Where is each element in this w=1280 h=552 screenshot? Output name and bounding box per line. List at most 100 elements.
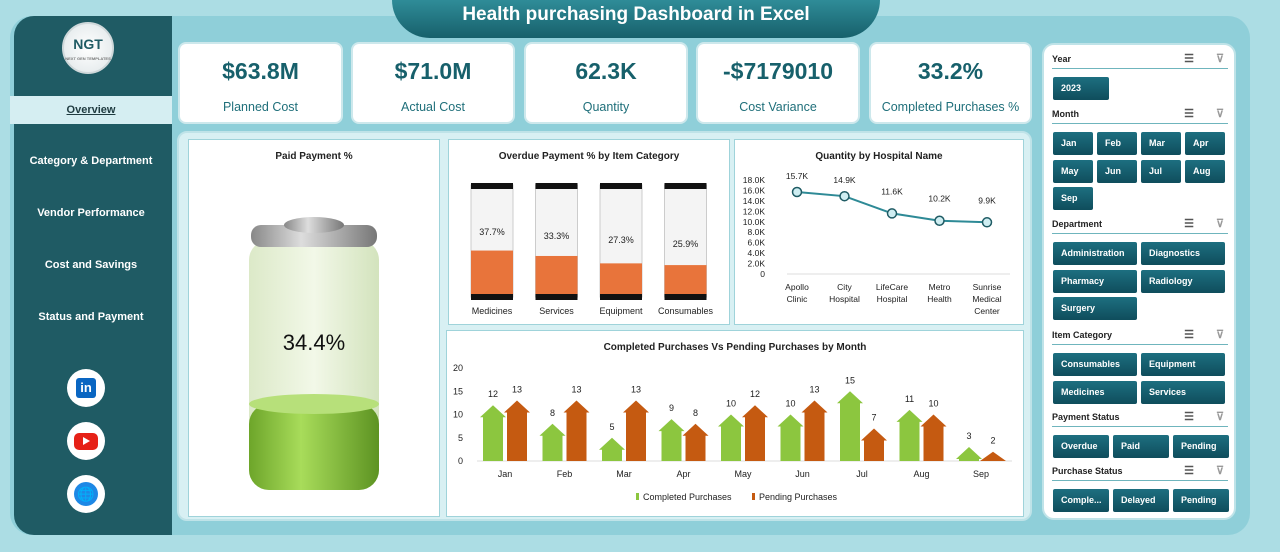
data-label: 5 (609, 422, 614, 432)
completed-arrow (777, 414, 804, 461)
kpi-value: $71.0M (394, 58, 472, 84)
pending-arrow (742, 405, 768, 461)
cylinder-cap (664, 183, 707, 189)
clear-filter-icon[interactable]: ⊽ (1215, 108, 1224, 120)
kpi-value: 62.3K (575, 58, 637, 84)
data-label: 13 (809, 385, 819, 395)
slicer-item-feb[interactable]: Feb (1097, 132, 1137, 155)
purchases-month-card: Completed Purchases Vs Pending Purchases… (446, 330, 1024, 517)
category-label: Apollo (785, 282, 809, 292)
pending-arrow (682, 423, 709, 461)
multi-select-icon[interactable]: ☰ (1184, 218, 1194, 230)
category-label: LifeCare (876, 282, 908, 292)
slicer-item-jun[interactable]: Jun (1097, 159, 1137, 183)
category-label: Equipment (599, 306, 643, 316)
category-label: Jun (795, 469, 810, 479)
slicer-item-medicines[interactable]: Medicines (1053, 380, 1137, 404)
nav-cost-savings[interactable]: Cost and Savings (44, 259, 138, 271)
multi-select-icon[interactable]: ☰ (1184, 53, 1194, 65)
battery-fill (249, 404, 379, 490)
data-label: 3 (966, 431, 971, 441)
clear-filter-icon[interactable]: ⊽ (1215, 218, 1224, 230)
overdue-payment-chart: 37.7% Medicines 33.3% Services 27.3% Equipmen… (470, 183, 714, 316)
slicer-item-comple[interactable]: Comple... (1053, 489, 1109, 512)
y-tick-label: 15 (453, 386, 463, 396)
data-label: 13 (512, 385, 522, 395)
pending-arrow (623, 400, 649, 461)
category-label: Sep (973, 469, 989, 479)
multi-select-icon[interactable]: ☰ (1184, 411, 1194, 423)
slicer-item-overdue[interactable]: Overdue (1053, 435, 1109, 458)
category-label: City (837, 282, 852, 292)
quantity-hospital-card: Quantity by Hospital Name 0 2.0K 4.0K 6.0K 8… (734, 139, 1024, 325)
page-title: Health purchasing Dashboard in Excel (392, 0, 880, 38)
slicer-item-apr[interactable]: Apr (1185, 132, 1225, 155)
pending-arrow (980, 451, 1006, 461)
linkedin-button[interactable]: in (67, 369, 105, 407)
legend-swatch (752, 493, 755, 500)
slicer-item-jan[interactable]: Jan (1053, 132, 1093, 155)
slicer-item-surgery[interactable]: Surgery (1053, 297, 1137, 320)
website-button[interactable]: 🌐 (67, 475, 105, 513)
nav-vendor-performance[interactable]: Vendor Performance (37, 207, 145, 219)
kpi-label: Actual Cost (401, 100, 465, 114)
slicer-item-aug[interactable]: Aug (1185, 159, 1225, 183)
y-tick-label: 16.0K (743, 185, 766, 195)
nav-status-payment[interactable]: Status and Payment (38, 311, 144, 323)
slicer-item-2023[interactable]: 2023 (1053, 77, 1109, 100)
slicer-item-pharmacy[interactable]: Pharmacy (1053, 269, 1137, 293)
slicer-item-pending[interactable]: Pending (1173, 489, 1229, 512)
gauge-value-label: 34.4% (283, 330, 345, 355)
battery-gauge: 34.4% (249, 217, 379, 490)
category-label: Feb (557, 469, 573, 479)
slicer-item-radiology[interactable]: Radiology (1141, 269, 1225, 293)
y-tick-label: 6.0K (748, 238, 766, 248)
multi-select-icon[interactable]: ☰ (1184, 465, 1194, 477)
youtube-icon (74, 432, 98, 450)
nav-overview[interactable]: Overview (10, 96, 172, 124)
battery-fill-top (249, 394, 379, 414)
youtube-button[interactable] (67, 422, 105, 460)
kpi-label: Cost Variance (739, 100, 817, 114)
data-label: 27.3% (608, 235, 634, 245)
slicer-item-jul[interactable]: Jul (1141, 159, 1181, 183)
slicer-title: Department (1052, 219, 1103, 229)
slicer-panel: Year ☰ ⊽ 2023 Month ☰ ⊽ Jan Feb Mar Apr May Jun Jul Au… (1042, 43, 1236, 520)
data-label: 9 (669, 403, 674, 413)
completed-arrow (599, 437, 625, 461)
clear-filter-icon[interactable]: ⊽ (1215, 465, 1224, 477)
y-tick-label: 12.0K (743, 206, 766, 216)
slicer-item-pending[interactable]: Pending (1173, 435, 1229, 458)
nav-category-department[interactable]: Category & Department (29, 155, 153, 167)
cylinder-base (535, 294, 578, 300)
multi-select-icon[interactable]: ☰ (1184, 108, 1194, 120)
legend-label: Completed Purchases (643, 492, 732, 502)
slicer-item-services[interactable]: Services (1141, 380, 1225, 404)
slicer-title: Purchase Status (1052, 466, 1123, 476)
pending-arrow (504, 400, 530, 461)
clear-filter-icon[interactable]: ⊽ (1215, 411, 1224, 423)
slicer-item-delayed[interactable]: Delayed (1113, 489, 1169, 512)
data-label: 12 (750, 389, 760, 399)
slicer-item-equipment[interactable]: Equipment (1141, 353, 1225, 376)
y-tick-label: 10.0K (743, 217, 766, 227)
slicer-item-sep[interactable]: Sep (1053, 187, 1093, 210)
data-label: 9.9K (978, 195, 996, 205)
multi-select-icon[interactable]: ☰ (1184, 329, 1194, 341)
data-label: 2 (990, 436, 995, 446)
slicer-item-may[interactable]: May (1053, 159, 1093, 183)
slicer-item-mar[interactable]: Mar (1141, 132, 1181, 155)
slicer-header-month: Month ☰ ⊽ (1052, 108, 1228, 124)
slicer-item-diagnostics[interactable]: Diagnostics (1141, 242, 1225, 265)
slicer-item-consumables[interactable]: Consumables (1053, 353, 1137, 376)
chart-title: Quantity by Hospital Name (815, 151, 943, 162)
slicer-title: Month (1052, 109, 1079, 119)
data-label: 15.7K (786, 171, 809, 181)
paid-payment-card: Paid Payment % 34.4% (188, 139, 440, 517)
clear-filter-icon[interactable]: ⊽ (1215, 53, 1224, 65)
y-tick-label: 18.0K (743, 175, 766, 185)
slicer-item-administration[interactable]: Administration (1053, 242, 1137, 265)
category-label: Center (974, 306, 1000, 316)
slicer-item-paid[interactable]: Paid (1113, 435, 1169, 458)
clear-filter-icon[interactable]: ⊽ (1215, 329, 1224, 341)
